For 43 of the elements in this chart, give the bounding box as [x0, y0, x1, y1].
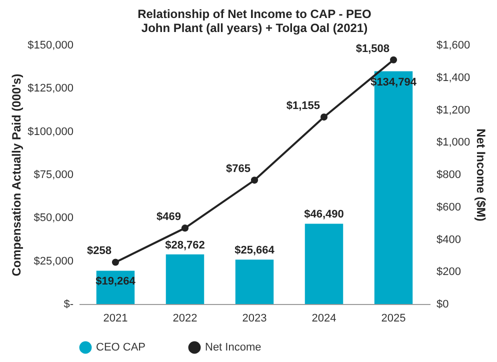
data-label: $25,664	[234, 244, 276, 257]
y2-tick-label: $1,200	[436, 104, 470, 116]
legend-label: CEO CAP	[96, 342, 146, 354]
y2-tick-label: $200	[436, 266, 461, 278]
y-tick-label: $150,000	[28, 40, 74, 52]
y-tick-label: $75,000	[34, 169, 74, 181]
chart-subtitle: John Plant (all years) + Tolga Oal (2021)	[141, 21, 368, 35]
x-tick-label: 2021	[103, 312, 128, 324]
y-tick-label: $50,000	[34, 212, 74, 224]
bar	[304, 224, 344, 304]
y-tick-label: $-	[64, 298, 74, 310]
y-tick-label: $25,000	[34, 255, 74, 268]
data-label: $28,762	[165, 239, 205, 252]
data-label: $258	[87, 245, 112, 258]
x-tick-label: 2024	[312, 312, 336, 324]
y2-axis-title: Net Income ($M)	[474, 128, 488, 222]
data-label: $46,490	[304, 208, 344, 221]
point	[250, 176, 258, 184]
chart-title: Relationship of Net Income to CAP - PEO	[138, 7, 372, 21]
point	[181, 224, 189, 232]
x-tick-label: 2022	[172, 312, 198, 324]
x-tick-label: 2023	[242, 312, 267, 324]
y-tick-label: $125,000	[28, 82, 74, 95]
y2-tick-label: $600	[436, 201, 461, 214]
bar	[235, 260, 274, 304]
bar	[166, 254, 204, 304]
legend-label: Net Income	[205, 342, 262, 354]
data-label: $1,155	[286, 100, 320, 112]
point	[112, 258, 120, 266]
y-axis-title: Compensation Actually Paid (000's)	[10, 74, 24, 276]
data-label: $1,508	[356, 42, 390, 55]
x-tick-label: 2025	[381, 312, 406, 324]
y2-tick-label: $1,600	[436, 40, 470, 52]
data-label: $469	[156, 211, 181, 224]
y2-tick-label: $1,000	[436, 136, 470, 149]
y-tick-label: $100,000	[28, 126, 74, 138]
point	[390, 56, 398, 64]
point	[320, 114, 328, 121]
y2-tick-label: $800	[436, 169, 461, 181]
data-label: $765	[226, 163, 250, 176]
y2-tick-label: $400	[436, 234, 461, 246]
y2-tick-label: $1,400	[436, 72, 470, 84]
y2-tick-label: $0	[436, 298, 449, 310]
